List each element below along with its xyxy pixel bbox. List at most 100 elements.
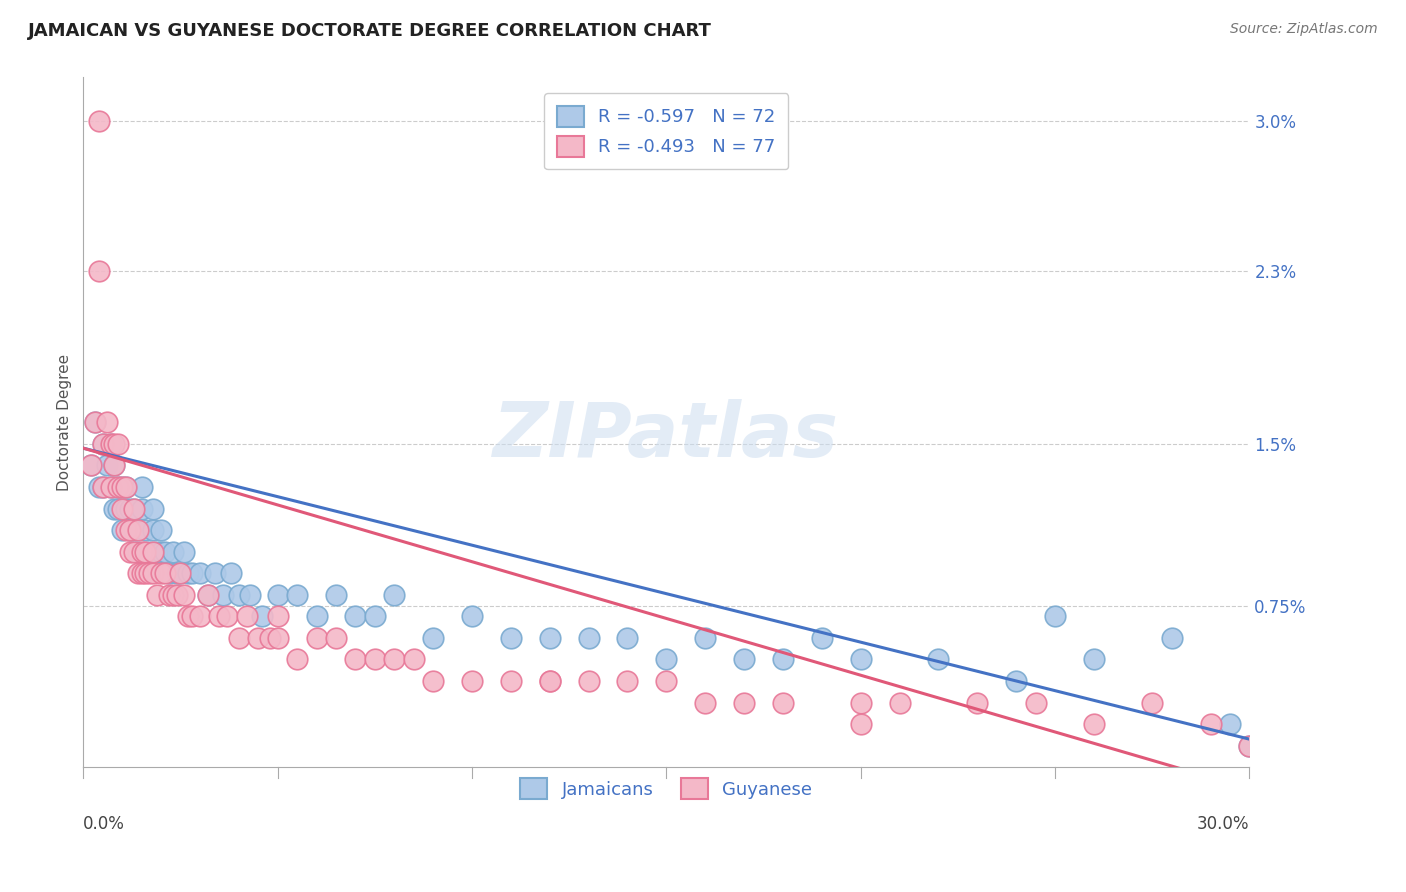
Point [228, 631, 250, 645]
Point [107, 501, 129, 516]
Point [966, 696, 988, 710]
Point [889, 696, 911, 710]
Point [217, 609, 239, 624]
Point [122, 523, 145, 537]
Legend: Jamaicans, Guyanese: Jamaicans, Guyanese [513, 772, 820, 806]
Point [204, 566, 226, 581]
Text: ZIPatlas: ZIPatlas [494, 399, 839, 473]
Point [115, 480, 138, 494]
Point [382, 652, 405, 666]
Point [162, 588, 184, 602]
Y-axis label: Doctorate Degree: Doctorate Degree [58, 354, 72, 491]
Point [134, 544, 156, 558]
Point [169, 566, 191, 581]
Point [538, 673, 561, 688]
Point [111, 523, 134, 537]
Point [142, 501, 165, 516]
Point [131, 480, 153, 494]
Point [111, 480, 134, 494]
Point [197, 588, 219, 602]
Point [219, 566, 242, 581]
Text: 30.0%: 30.0% [1197, 814, 1250, 832]
Point [228, 588, 250, 602]
Point [131, 501, 153, 516]
Point [655, 652, 678, 666]
Point [87, 113, 110, 128]
Point [849, 717, 872, 731]
Point [382, 588, 405, 602]
Point [197, 588, 219, 602]
Point [266, 588, 288, 602]
Point [1025, 696, 1047, 710]
Point [96, 458, 118, 473]
Point [212, 588, 235, 602]
Point [772, 696, 794, 710]
Point [1239, 739, 1261, 753]
Point [142, 544, 165, 558]
Point [578, 631, 600, 645]
Point [91, 480, 114, 494]
Point [578, 673, 600, 688]
Point [325, 631, 347, 645]
Point [188, 609, 211, 624]
Point [150, 523, 173, 537]
Point [127, 544, 149, 558]
Point [1142, 696, 1164, 710]
Point [616, 673, 638, 688]
Point [146, 588, 169, 602]
Point [87, 480, 110, 494]
Point [927, 652, 949, 666]
Point [402, 652, 425, 666]
Point [107, 480, 129, 494]
Point [325, 588, 347, 602]
Point [1083, 717, 1105, 731]
Point [811, 631, 834, 645]
Point [1083, 652, 1105, 666]
Text: Source: ZipAtlas.com: Source: ZipAtlas.com [1230, 22, 1378, 37]
Point [259, 631, 281, 645]
Point [266, 631, 288, 645]
Point [177, 609, 200, 624]
Point [103, 458, 125, 473]
Point [157, 566, 180, 581]
Point [188, 566, 211, 581]
Point [150, 566, 173, 581]
Point [364, 652, 387, 666]
Point [422, 631, 444, 645]
Point [235, 609, 257, 624]
Text: JAMAICAN VS GUYANESE DOCTORATE DEGREE CORRELATION CHART: JAMAICAN VS GUYANESE DOCTORATE DEGREE CO… [28, 22, 711, 40]
Point [1005, 673, 1028, 688]
Point [166, 566, 188, 581]
Point [146, 544, 169, 558]
Point [849, 652, 872, 666]
Text: 0.0%: 0.0% [83, 814, 125, 832]
Point [1199, 717, 1222, 731]
Point [461, 673, 484, 688]
Point [285, 652, 308, 666]
Point [157, 588, 180, 602]
Point [100, 437, 122, 451]
Point [538, 631, 561, 645]
Point [1239, 739, 1261, 753]
Point [84, 415, 107, 429]
Point [499, 673, 522, 688]
Point [849, 696, 872, 710]
Point [538, 673, 561, 688]
Point [422, 673, 444, 688]
Point [142, 566, 165, 581]
Point [118, 523, 141, 537]
Point [118, 523, 141, 537]
Point [169, 566, 191, 581]
Point [100, 437, 122, 451]
Point [111, 480, 134, 494]
Point [118, 501, 141, 516]
Point [250, 609, 273, 624]
Point [364, 609, 387, 624]
Point [239, 588, 262, 602]
Point [153, 544, 176, 558]
Point [103, 501, 125, 516]
Point [344, 609, 367, 624]
Point [285, 588, 308, 602]
Point [131, 544, 153, 558]
Point [247, 631, 270, 645]
